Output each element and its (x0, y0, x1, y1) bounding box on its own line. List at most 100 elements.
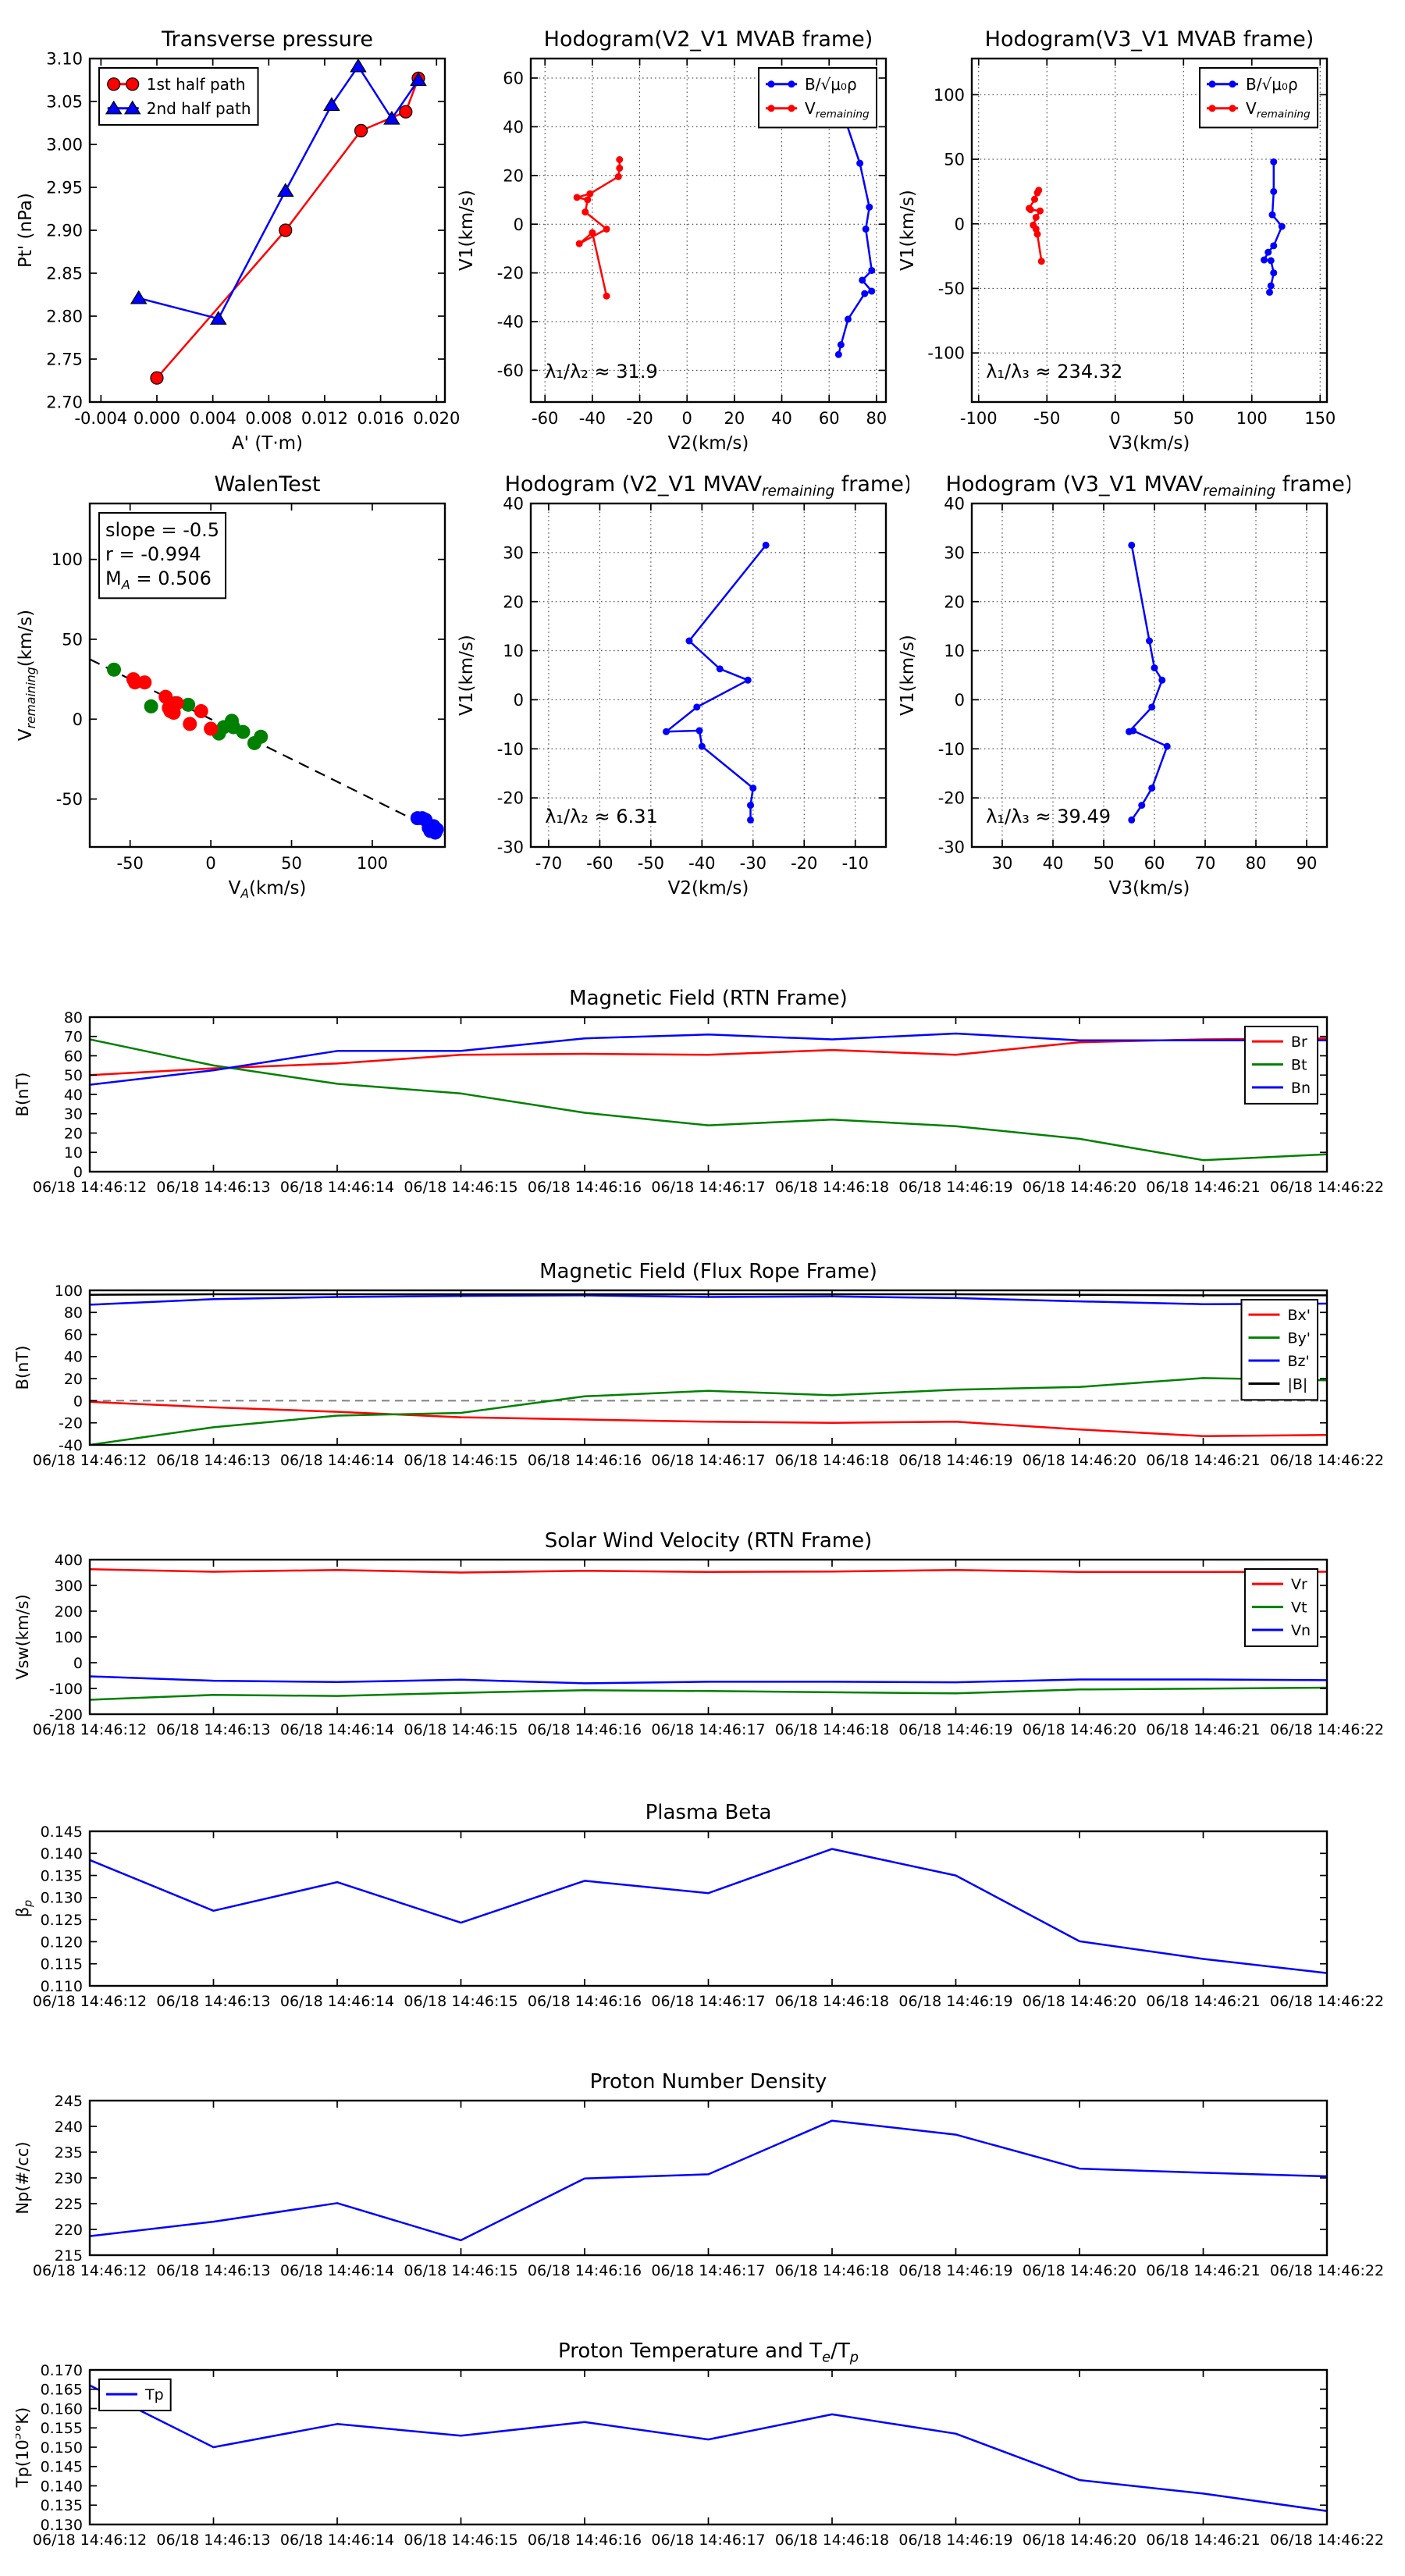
x-axis-label: V3(km/s) (1109, 878, 1190, 898)
x-tick-label: 06/18 14:46:22 (1270, 1179, 1384, 1196)
x-tick-label: 06/18 14:46:19 (898, 1452, 1012, 1469)
y-tick-label: 0.125 (41, 1912, 83, 1929)
point-marker (584, 196, 592, 204)
proton-temperature-plot: 06/18 14:46:12 06/18 14:46:13 06/18 14:46:… (12, 2339, 1385, 2549)
y-tick-label: 0.135 (41, 1867, 83, 1884)
hodogram-v2v1-mvab-plot: -60 -40 -20 0 20 40 60 80 -60 -40 -20 0 20 40 60 Hodogr… (457, 27, 887, 454)
x-tick-label: 06/18 14:46:21 (1146, 1993, 1260, 2010)
x-tick-label: 06/18 14:46:13 (156, 2262, 270, 2279)
series-b-over-sqrt-mu0rho (1261, 158, 1286, 296)
x-tick-label: 0.020 (413, 409, 460, 428)
x-tick-label: 06/18 14:46:18 (775, 1721, 889, 1738)
chart-proton-temperature: 06/18 14:46:12 06/18 14:46:13 06/18 14:46:… (12, 2332, 1389, 2559)
point-marker (685, 637, 693, 645)
lambda-ratio-annotation: λ₁/λ₃ ≈ 234.32 (986, 361, 1122, 382)
y-tick-label: 10 (64, 1144, 83, 1162)
series-v-hodogram (662, 541, 770, 824)
y-tick-label: 0 (73, 1393, 83, 1410)
point-marker (1229, 80, 1236, 88)
point-marker (698, 742, 706, 750)
y-tick-label: 50 (62, 631, 83, 649)
point-marker (1129, 727, 1137, 735)
y-tick-label: 20 (64, 1125, 83, 1142)
point-marker (868, 266, 876, 274)
point-marker (586, 190, 594, 197)
legend-entry-label: By' (1287, 1329, 1311, 1347)
chart-title: Proton Number Density (590, 2070, 827, 2094)
x-axis-label: VA(km/s) (229, 878, 307, 901)
x-tick-label: -50 (1033, 409, 1060, 428)
series-line-fit-line (89, 658, 446, 836)
point-marker (868, 287, 876, 295)
x-tick-label: 06/18 14:46:21 (1146, 2532, 1260, 2549)
x-tick-label: 40 (771, 409, 792, 428)
chart-title: Proton Temperature and Te/Tp (558, 2339, 859, 2366)
point-marker (859, 276, 866, 284)
x-tick-label: 0.004 (190, 409, 237, 428)
point-marker (144, 699, 158, 713)
point-marker (1261, 256, 1268, 264)
x-tick-label: 06/18 14:46:14 (280, 2532, 394, 2549)
point-marker (1026, 206, 1034, 214)
legend-entry-label: Vremaining (1246, 99, 1311, 120)
series-fit-line (89, 658, 446, 836)
y-tick-label: -50 (56, 790, 83, 809)
y-axis-label: Vsw(km/s) (16, 1594, 32, 1680)
series-by-prime (89, 1377, 1328, 1446)
x-tick-label: 06/18 14:46:20 (1023, 1452, 1136, 1469)
x-tick-label: -60 (586, 854, 613, 873)
y-tick-label: 0 (514, 215, 524, 234)
point-marker (582, 208, 589, 216)
legend-box (758, 67, 877, 129)
y-tick-label: 3.05 (46, 93, 83, 112)
y-tick-label: 0.120 (41, 1934, 83, 1951)
y-axis-label: V1(km/s) (457, 635, 477, 716)
y-tick-label: 10 (503, 642, 524, 660)
triangle-marker (130, 290, 148, 304)
x-tick-label: 60 (819, 409, 840, 428)
x-tick-label: 06/18 14:46:14 (280, 2262, 394, 2279)
point-marker (150, 371, 164, 385)
x-tick-label: 60 (1144, 854, 1165, 873)
stats-box-frame (98, 512, 227, 600)
x-tick-label: 50 (1094, 854, 1115, 873)
y-tick-label: 0.140 (41, 1845, 83, 1863)
stats-box: slope = -0.5r = -0.994 MA = 0.506 (98, 512, 227, 600)
axes-frame (88, 2368, 1329, 2526)
x-axis-label: V2(km/s) (668, 433, 749, 454)
y-tick-label: -200 (49, 1706, 83, 1724)
y-tick-label: 2.80 (46, 308, 83, 326)
legend-entry-label: B/√μ₀ρ (805, 75, 857, 94)
point-marker (1031, 195, 1038, 203)
chart-hodogram-v3v1-mvav: 30 40 50 60 70 80 90 -30 -20 -10 0 10 20 30 40 Hodogram… (898, 453, 1353, 913)
point-marker (1264, 248, 1272, 256)
series-line-v-remaining (575, 159, 621, 297)
point-marker (1266, 288, 1273, 296)
legend-entry-label: |B| (1287, 1375, 1307, 1393)
x-tick-label: 100 (357, 854, 388, 873)
y-tick-label: 40 (503, 495, 524, 514)
point-marker (107, 77, 121, 91)
x-tick-label: 06/18 14:46:19 (898, 2532, 1012, 2549)
y-axis-label: Np(#/cc) (16, 2141, 32, 2214)
y-tick-label: 40 (64, 1349, 83, 1366)
y-tick-label: 80 (64, 1009, 83, 1026)
point-marker (788, 105, 795, 112)
chart-hodogram-v3v1-mvab: -100 -50 0 50 100 150 -100 -50 0 50 100 Hodogram(V3… (898, 8, 1350, 468)
y-axis-label: V1(km/s) (898, 190, 918, 271)
x-tick-label: 06/18 14:46:14 (280, 1452, 394, 1469)
stats-line: slope = -0.5 (105, 519, 219, 541)
x-tick-label: 50 (1173, 409, 1194, 428)
x-tick-label: 06/18 14:46:17 (651, 1179, 765, 1196)
x-tick-label: 06/18 14:46:12 (33, 1179, 147, 1196)
chart-title: Magnetic Field (RTN Frame) (569, 987, 848, 1010)
y-tick-label: -40 (59, 1437, 83, 1454)
x-tick-label: 06/18 14:46:18 (775, 2262, 889, 2279)
point-marker (107, 662, 122, 677)
point-marker (1229, 105, 1236, 112)
y-tick-label: 0.130 (41, 1890, 83, 1907)
triangle-marker (350, 58, 367, 73)
y-tick-label: 40 (64, 1087, 83, 1104)
y-tick-label: -100 (927, 344, 965, 363)
